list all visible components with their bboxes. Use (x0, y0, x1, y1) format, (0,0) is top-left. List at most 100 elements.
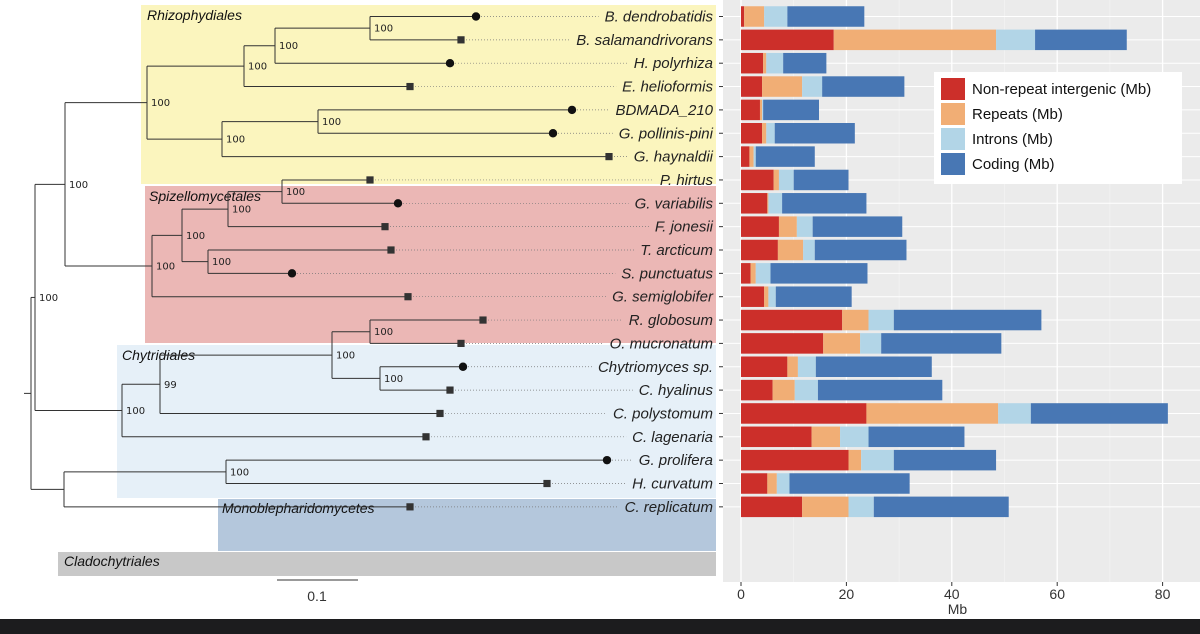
bootstrap-value: 100 (374, 24, 393, 35)
bar-coding-mb-b-salamandrivorans (1035, 29, 1127, 51)
bar-repeats-mb-t-arcticum (777, 239, 804, 261)
legend-swatch-non-repeat-intergenic-mb (941, 78, 965, 100)
bootstrap-value: 99 (164, 380, 177, 391)
bar-coding-mb-c-hyalinus (817, 379, 943, 401)
taxon-label-c-lagenaria: C. lagenaria (632, 429, 713, 446)
bar-introns-mb-b-salamandrivorans (996, 29, 1036, 51)
bar-non-repeat-intergenic-mb-b-salamandrivorans (741, 29, 834, 51)
bar-introns-mb-c-replicatum (848, 496, 874, 518)
bootstrap-value: 100 (126, 406, 145, 417)
tip-marker-square (422, 433, 430, 441)
taxon-label-g-variabilis: G. variabilis (635, 195, 714, 212)
bootstrap-value: 100 (151, 98, 170, 109)
x-tick-label: 20 (839, 586, 855, 602)
bar-introns-mb-o-mucronatum (860, 333, 882, 354)
bar-coding-mb-e-helioformis (822, 76, 905, 97)
bar-introns-mb-bdmada-210 (762, 99, 764, 121)
tip-marker-square (406, 503, 414, 511)
bar-coding-mb-c-replicatum (873, 496, 1009, 518)
bar-repeats-mb-c-hyalinus (772, 379, 795, 401)
bar-introns-mb-h-curvatum (776, 473, 790, 494)
tip-marker-square (457, 36, 465, 44)
legend-swatch-introns-mb (941, 128, 965, 150)
bar-non-repeat-intergenic-mb-g-pollinis-pini (741, 123, 763, 144)
bootstrap-value: 100 (186, 231, 205, 242)
taxon-label-c-replicatum: C. replicatum (625, 499, 713, 516)
taxon-label-g-prolifera: G. prolifera (639, 452, 713, 469)
bar-repeats-mb-b-dendrobatidis (744, 6, 765, 27)
bar-repeats-mb-h-polyrhiza (763, 52, 767, 74)
taxon-label-p-hirtus: P. hirtus (660, 172, 714, 189)
bar-repeats-mb-c-replicatum (802, 496, 849, 518)
bar-introns-mb-c-lagenaria (840, 426, 869, 448)
bar-non-repeat-intergenic-mb-s-punctuatus (741, 263, 751, 284)
clade-label-spizellomycetales: Spizellomycetales (149, 188, 261, 204)
bar-coding-mb-g-pollinis-pini (774, 123, 855, 144)
taxon-label-b-dendrobatidis: B. dendrobatidis (605, 9, 714, 26)
bar-repeats-mb-g-pollinis-pini (762, 123, 767, 144)
tip-marker-circle (567, 105, 577, 115)
bootstrap-value: 100 (212, 257, 231, 268)
tip-marker-circle (602, 455, 612, 465)
bar-non-repeat-intergenic-mb-p-hirtus (741, 169, 774, 191)
legend-swatch-repeats-mb (941, 103, 965, 125)
bar-non-repeat-intergenic-mb-g-haynaldii (741, 146, 750, 167)
legend-swatch-coding-mb (941, 153, 965, 175)
bar-coding-mb-c-lagenaria (868, 426, 965, 448)
tip-marker-square (479, 316, 487, 324)
tip-marker-circle (445, 59, 455, 68)
bar-coding-mb-h-polyrhiza (783, 52, 827, 74)
bar-non-repeat-intergenic-mb-chytriomyces-sp (741, 356, 788, 377)
bar-coding-mb-r-globosum (893, 309, 1042, 331)
clade-label-monoblepharidomycetes: Monoblepharidomycetes (222, 500, 375, 516)
clade-box-monoblepharidomycetes (218, 499, 716, 551)
bar-repeats-mb-b-salamandrivorans (833, 29, 997, 51)
tip-marker-square (404, 293, 412, 301)
bar-non-repeat-intergenic-mb-bdmada-210 (741, 99, 760, 121)
taxon-label-t-arcticum: T. arcticum (640, 242, 713, 259)
chart-legend: Non-repeat intergenic (Mb) Repeats (Mb) In… (934, 72, 1182, 184)
legend-label-introns-mb: Introns (Mb) (972, 131, 1053, 148)
bar-coding-mb-g-haynaldii (755, 146, 815, 167)
clade-backgrounds: Rhizophydiales Spizellomycetales Chytridia… (58, 5, 716, 576)
bootstrap-value: 100 (336, 351, 355, 362)
bar-introns-mb-b-dendrobatidis (764, 6, 788, 27)
bar-non-repeat-intergenic-mb-f-jonesii (741, 216, 779, 237)
bar-non-repeat-intergenic-mb-r-globosum (741, 309, 843, 331)
bar-non-repeat-intergenic-mb-c-hyalinus (741, 379, 773, 401)
bar-non-repeat-intergenic-mb-g-semiglobifer (741, 286, 765, 307)
bar-non-repeat-intergenic-mb-o-mucronatum (741, 333, 824, 354)
x-tick-label: 60 (1049, 586, 1065, 602)
clade-box-cladochytriales (58, 552, 716, 576)
tip-marker-square (543, 479, 551, 488)
taxon-label-o-mucronatum: O. mucronatum (610, 335, 713, 352)
bar-repeats-mb-s-punctuatus (750, 263, 756, 284)
bar-repeats-mb-g-variabilis (767, 193, 769, 214)
legend-label-coding-mb: Coding (Mb) (972, 156, 1055, 173)
taxon-label-h-curvatum: H. curvatum (632, 476, 713, 493)
bootstrap-value: 100 (39, 293, 58, 304)
bar-repeats-mb-r-globosum (842, 309, 869, 331)
tip-marker-circle (471, 12, 481, 21)
taxon-label-bdmada-210: BDMADA_210 (615, 102, 713, 119)
bar-coding-mb-g-variabilis (782, 193, 867, 214)
bar-introns-mb-chytriomyces-sp (797, 356, 816, 377)
bootstrap-value: 100 (279, 41, 298, 52)
legend-label-non-repeat-intergenic-mb: Non-repeat intergenic (Mb) (972, 81, 1151, 98)
taxon-label-g-pollinis-pini: G. pollinis-pini (619, 125, 714, 142)
bootstrap-value: 100 (248, 62, 267, 73)
tip-marker-square (366, 176, 374, 184)
bar-coding-mb-h-curvatum (789, 473, 910, 494)
bar-non-repeat-intergenic-mb-c-polystomum (741, 403, 867, 424)
bar-repeats-mb-g-semiglobifer (764, 286, 769, 307)
bar-coding-mb-t-arcticum (814, 239, 907, 261)
bar-non-repeat-intergenic-mb-c-replicatum (741, 496, 803, 518)
bar-non-repeat-intergenic-mb-h-polyrhiza (741, 52, 764, 74)
bar-non-repeat-intergenic-mb-h-curvatum (741, 473, 768, 494)
bar-introns-mb-e-helioformis (802, 76, 823, 97)
taxon-label-chytriomyces-sp: Chytriomyces sp. (598, 359, 713, 376)
bar-introns-mb-g-haynaldii (753, 146, 756, 167)
bar-non-repeat-intergenic-mb-g-variabilis (741, 193, 768, 214)
bar-coding-mb-bdmada-210 (763, 99, 819, 121)
bar-non-repeat-intergenic-mb-e-helioformis (741, 76, 763, 97)
